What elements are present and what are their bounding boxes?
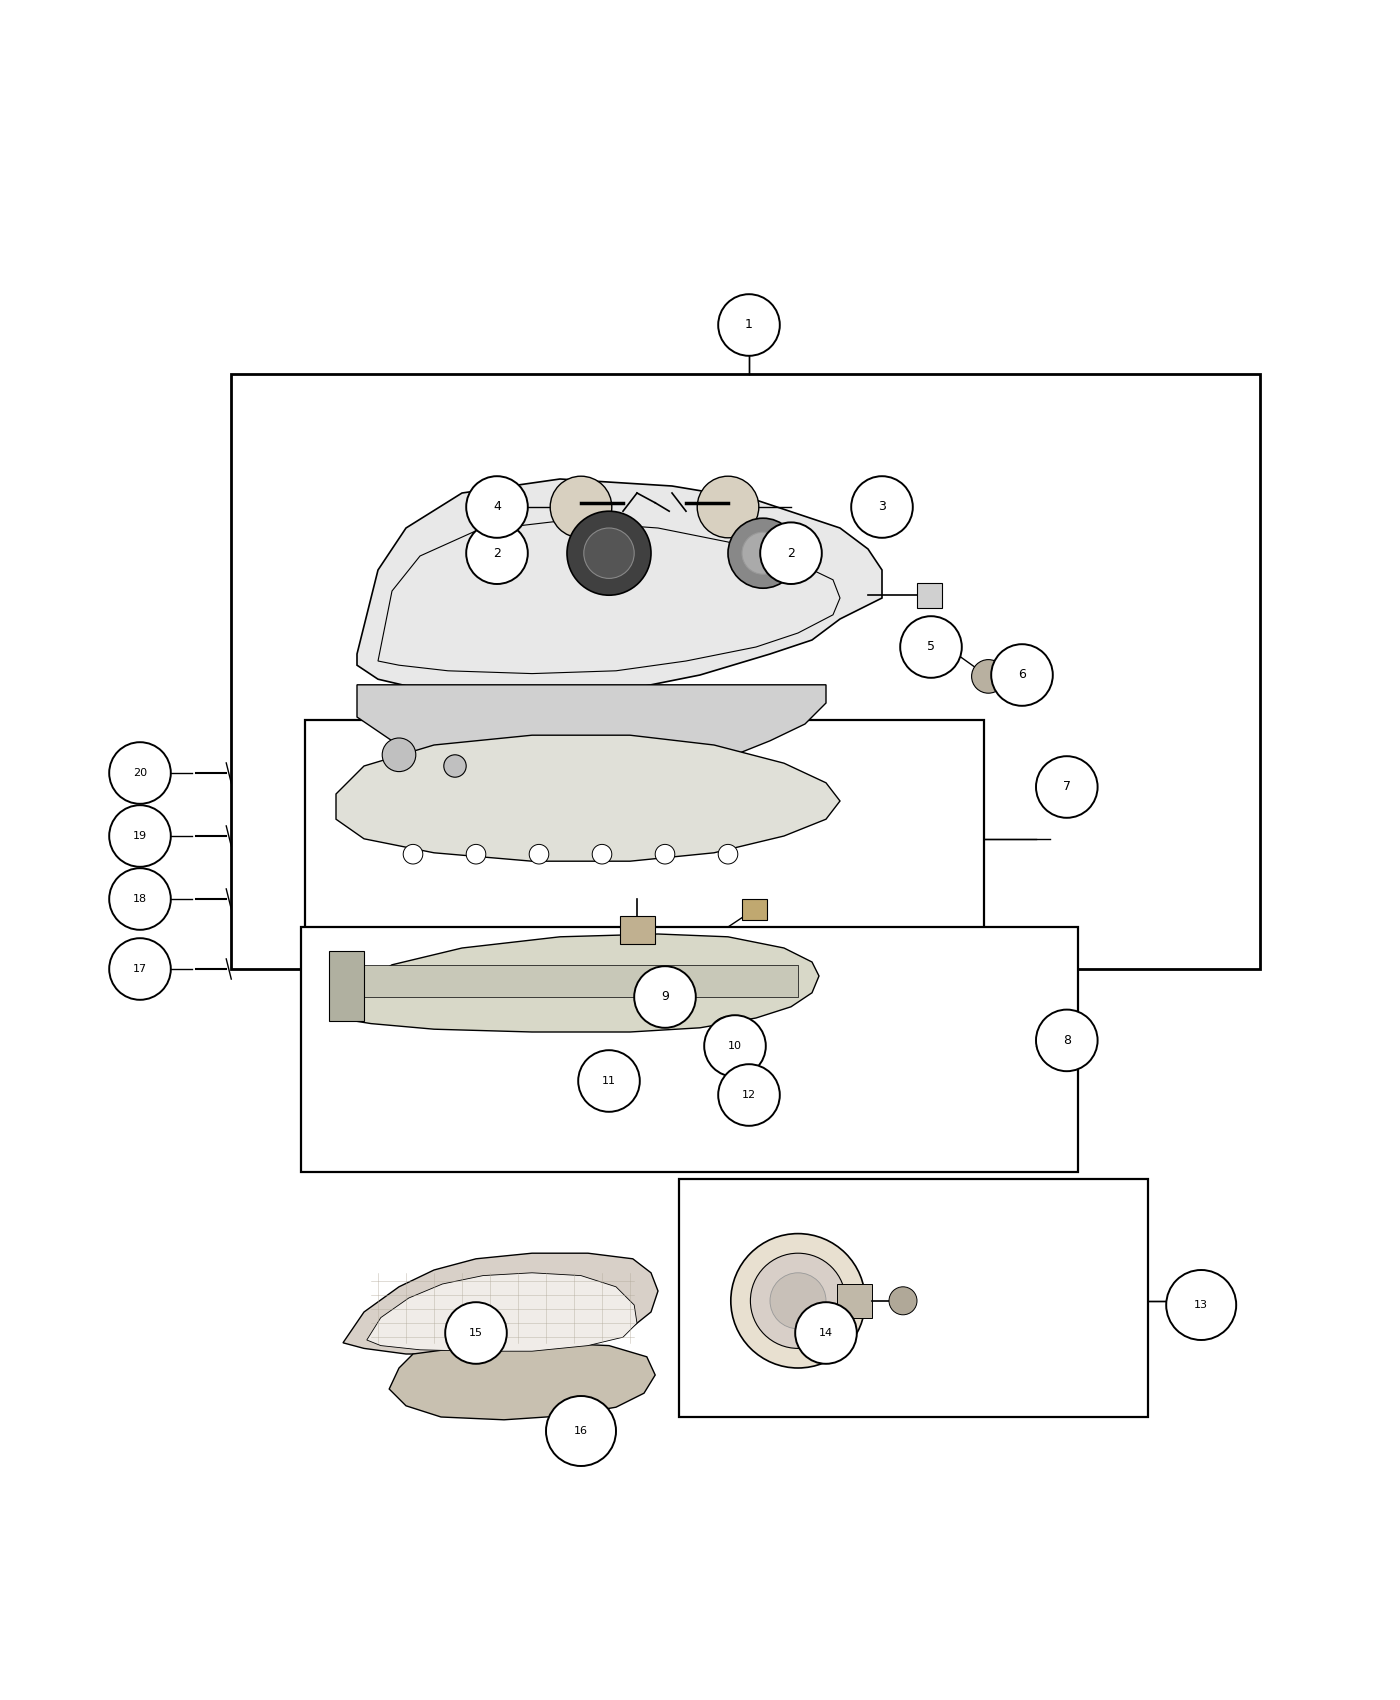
Circle shape [109,806,171,867]
Circle shape [704,1015,766,1076]
Text: 4: 4 [493,500,501,513]
Text: 3: 3 [878,500,886,513]
Circle shape [889,1287,917,1314]
Circle shape [550,476,612,537]
Text: 14: 14 [819,1328,833,1338]
Bar [329,950,364,1020]
Polygon shape [389,1343,655,1420]
Circle shape [795,1302,857,1363]
Text: 7: 7 [1063,780,1071,794]
Circle shape [567,512,651,595]
Circle shape [731,1234,865,1369]
Bar [837,1284,872,1318]
Circle shape [1036,756,1098,818]
Circle shape [770,1273,826,1329]
Circle shape [718,1064,780,1125]
Circle shape [546,1396,616,1465]
Text: 1: 1 [745,318,753,332]
Bar [301,927,1078,1171]
Circle shape [403,845,423,864]
Bar [907,626,927,656]
Circle shape [742,532,784,575]
Circle shape [972,660,1005,694]
Circle shape [109,938,171,1000]
Circle shape [466,845,486,864]
Bar [231,374,1260,969]
Polygon shape [343,1253,658,1353]
Text: 2: 2 [787,547,795,559]
Polygon shape [336,933,819,1032]
Text: 12: 12 [742,1090,756,1100]
Text: 5: 5 [927,641,935,653]
Circle shape [851,476,913,537]
Bar [679,1180,1148,1418]
Circle shape [760,522,822,585]
Circle shape [718,294,780,355]
Circle shape [1166,1270,1236,1340]
Circle shape [718,845,738,864]
Circle shape [578,1051,640,1112]
Circle shape [900,615,962,678]
Circle shape [444,755,466,777]
Circle shape [750,1253,846,1348]
Circle shape [529,845,549,864]
Polygon shape [367,1273,637,1352]
Text: 16: 16 [574,1426,588,1436]
Bar [917,583,942,609]
Circle shape [1036,1010,1098,1071]
Text: 8: 8 [1063,1034,1071,1047]
Circle shape [445,1302,507,1363]
Text: 17: 17 [133,964,147,974]
Text: 18: 18 [133,894,147,904]
Circle shape [592,845,612,864]
Circle shape [655,845,675,864]
Bar [620,916,655,944]
Text: 10: 10 [728,1040,742,1051]
Circle shape [466,522,528,585]
Text: 2: 2 [493,547,501,559]
Circle shape [991,644,1053,705]
Polygon shape [357,685,826,774]
Text: 15: 15 [469,1328,483,1338]
Circle shape [584,529,634,578]
Polygon shape [357,479,882,695]
Circle shape [710,1017,746,1052]
Circle shape [634,966,696,1028]
Circle shape [728,518,798,588]
Polygon shape [336,734,840,862]
Bar [742,899,767,920]
Circle shape [109,743,171,804]
Bar [305,719,984,966]
Circle shape [382,738,416,772]
Text: 13: 13 [1194,1300,1208,1311]
Text: 6: 6 [1018,668,1026,682]
Text: 11: 11 [602,1076,616,1086]
Text: 9: 9 [661,991,669,1003]
Circle shape [652,988,678,1013]
Text: 20: 20 [133,768,147,779]
Circle shape [466,476,528,537]
Text: 19: 19 [133,831,147,842]
Circle shape [697,476,759,537]
Circle shape [109,869,171,930]
